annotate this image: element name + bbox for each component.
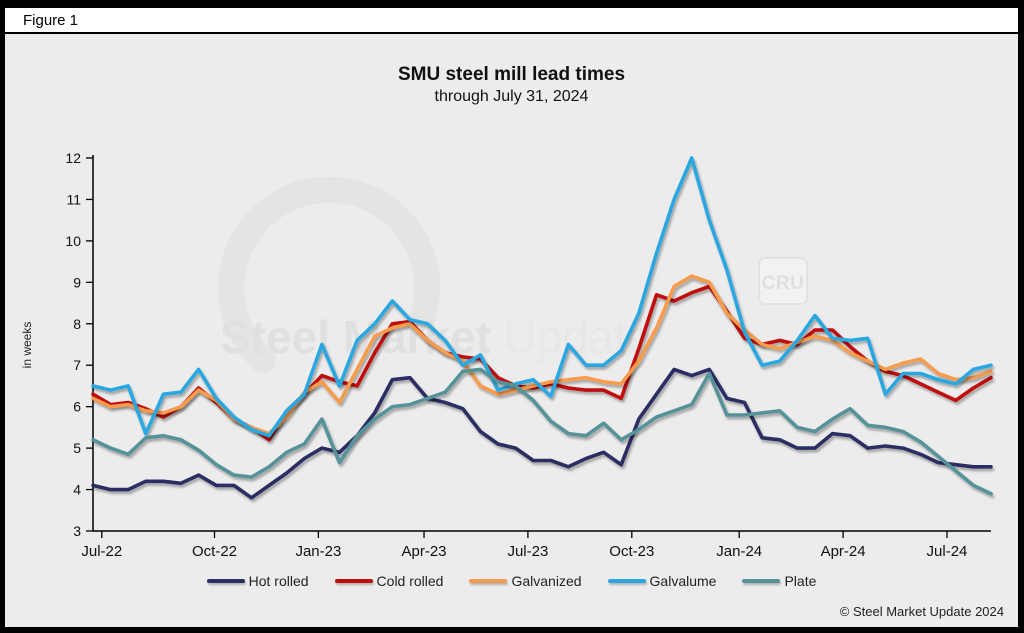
- chart-subtitle: through July 31, 2024: [434, 88, 589, 105]
- x-tick-label: Oct-23: [609, 543, 654, 560]
- legend-item-galvalume: Galvalume: [607, 573, 717, 589]
- watermark-cru-badge: [758, 257, 808, 305]
- y-tick-label: 12: [65, 150, 81, 166]
- legend-item-plate: Plate: [742, 573, 816, 589]
- legend-label: Cold rolled: [376, 573, 444, 589]
- watermark-cru-text: CRU: [762, 273, 805, 294]
- legend-label: Galvanized: [511, 573, 582, 589]
- watermark-text: Steel Market Update: [220, 311, 652, 363]
- y-tick-label: 3: [73, 523, 81, 539]
- title-block: SMU steel mill lead times through July 3…: [5, 64, 1018, 106]
- x-tick-label: Jul-24: [927, 543, 968, 560]
- legend-label: Galvalume: [649, 573, 717, 589]
- lead-times-line-chart: Steel Market Update CRU 3 4 5 6 7 8 9 10 11 12 Jul-2…: [65, 150, 993, 560]
- chart-title: SMU steel mill lead times: [397, 64, 626, 85]
- legend-swatch: [607, 579, 646, 583]
- copyright-text: © Steel Market Update 2024: [839, 604, 1004, 619]
- x-tick-label: Jan-23: [295, 543, 341, 560]
- legend-swatch: [469, 579, 508, 583]
- chart-legend: Hot rolled Cold rolled Galvanized Galvalume…: [5, 573, 1018, 589]
- y-tick-label: 4: [73, 482, 81, 498]
- legend-swatch: [206, 579, 245, 583]
- y-tick-label: 9: [73, 274, 81, 290]
- legend-swatch: [334, 579, 373, 583]
- y-tick-label: 6: [73, 399, 81, 415]
- legend-swatch: [742, 579, 781, 583]
- legend-item-galvanized: Galvanized: [469, 573, 582, 589]
- y-tick-label: 8: [73, 316, 81, 332]
- legend-item-hot-rolled: Hot rolled: [206, 573, 309, 589]
- y-tick-label: 5: [73, 440, 81, 456]
- y-tick-label: 11: [66, 191, 81, 207]
- watermark-swoosh-logo: [218, 176, 441, 373]
- x-tick-label: Jul-22: [81, 543, 122, 560]
- series-line-galvalume: [91, 156, 993, 438]
- series-line-hot-rolled: [91, 367, 993, 500]
- legend-label: Plate: [784, 573, 817, 589]
- figure-header: Figure 1: [5, 8, 1018, 34]
- x-tick-label: Jul-23: [507, 543, 548, 560]
- x-tick-label: Jan-24: [716, 543, 762, 560]
- series-line-plate: [91, 367, 993, 496]
- figure-label: Figure 1: [23, 11, 79, 29]
- x-tick-label: Oct-22: [192, 543, 237, 560]
- y-tick-label: 7: [73, 357, 81, 373]
- legend-label: Hot rolled: [248, 573, 309, 589]
- x-tick-label: Apr-24: [821, 543, 866, 560]
- y-tick-label: 10: [65, 233, 81, 249]
- legend-item-cold-rolled: Cold rolled: [334, 573, 444, 589]
- x-tick-label: Apr-23: [402, 543, 447, 560]
